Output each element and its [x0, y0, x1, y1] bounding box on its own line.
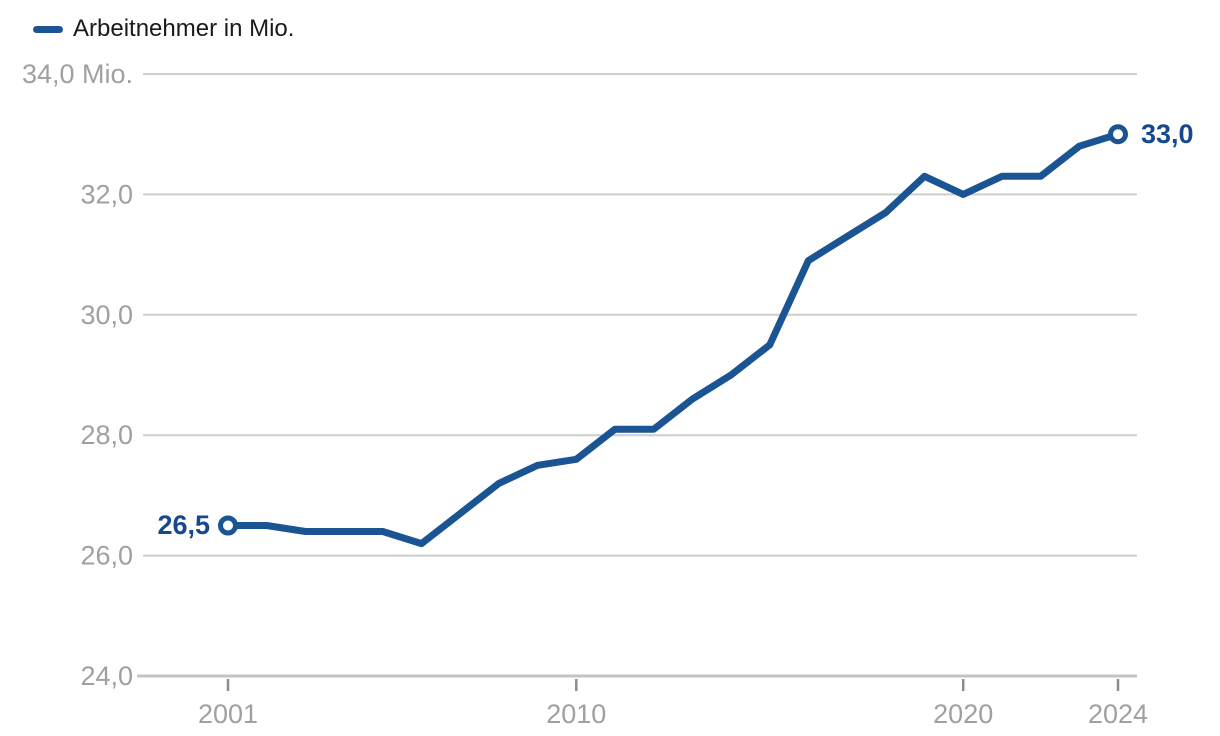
legend-series-label: Arbeitnehmer in Mio. [73, 15, 295, 42]
legend: Arbeitnehmer in Mio. [33, 15, 294, 43]
y-axis-label: 34,0 Mio. [22, 59, 133, 89]
legend-line-swatch [33, 25, 63, 33]
y-axis-label: 24,0 [80, 661, 133, 691]
y-axis-label: 32,0 [80, 179, 133, 209]
y-axis-label: 28,0 [80, 420, 133, 450]
y-axis-label: 26,0 [80, 541, 133, 571]
x-axis-label: 2024 [1088, 699, 1148, 729]
data-line [224, 130, 1122, 548]
x-axis-label: 2001 [198, 699, 258, 729]
end-point-marker [1108, 124, 1128, 145]
x-axis-label: 2010 [546, 699, 606, 729]
start-point-marker [218, 515, 238, 536]
y-axis-label: 30,0 [80, 300, 133, 330]
x-axis-label: 2020 [933, 699, 993, 729]
end-value-label: 33,0 [1141, 119, 1194, 149]
start-value-label: 26,5 [157, 510, 210, 540]
